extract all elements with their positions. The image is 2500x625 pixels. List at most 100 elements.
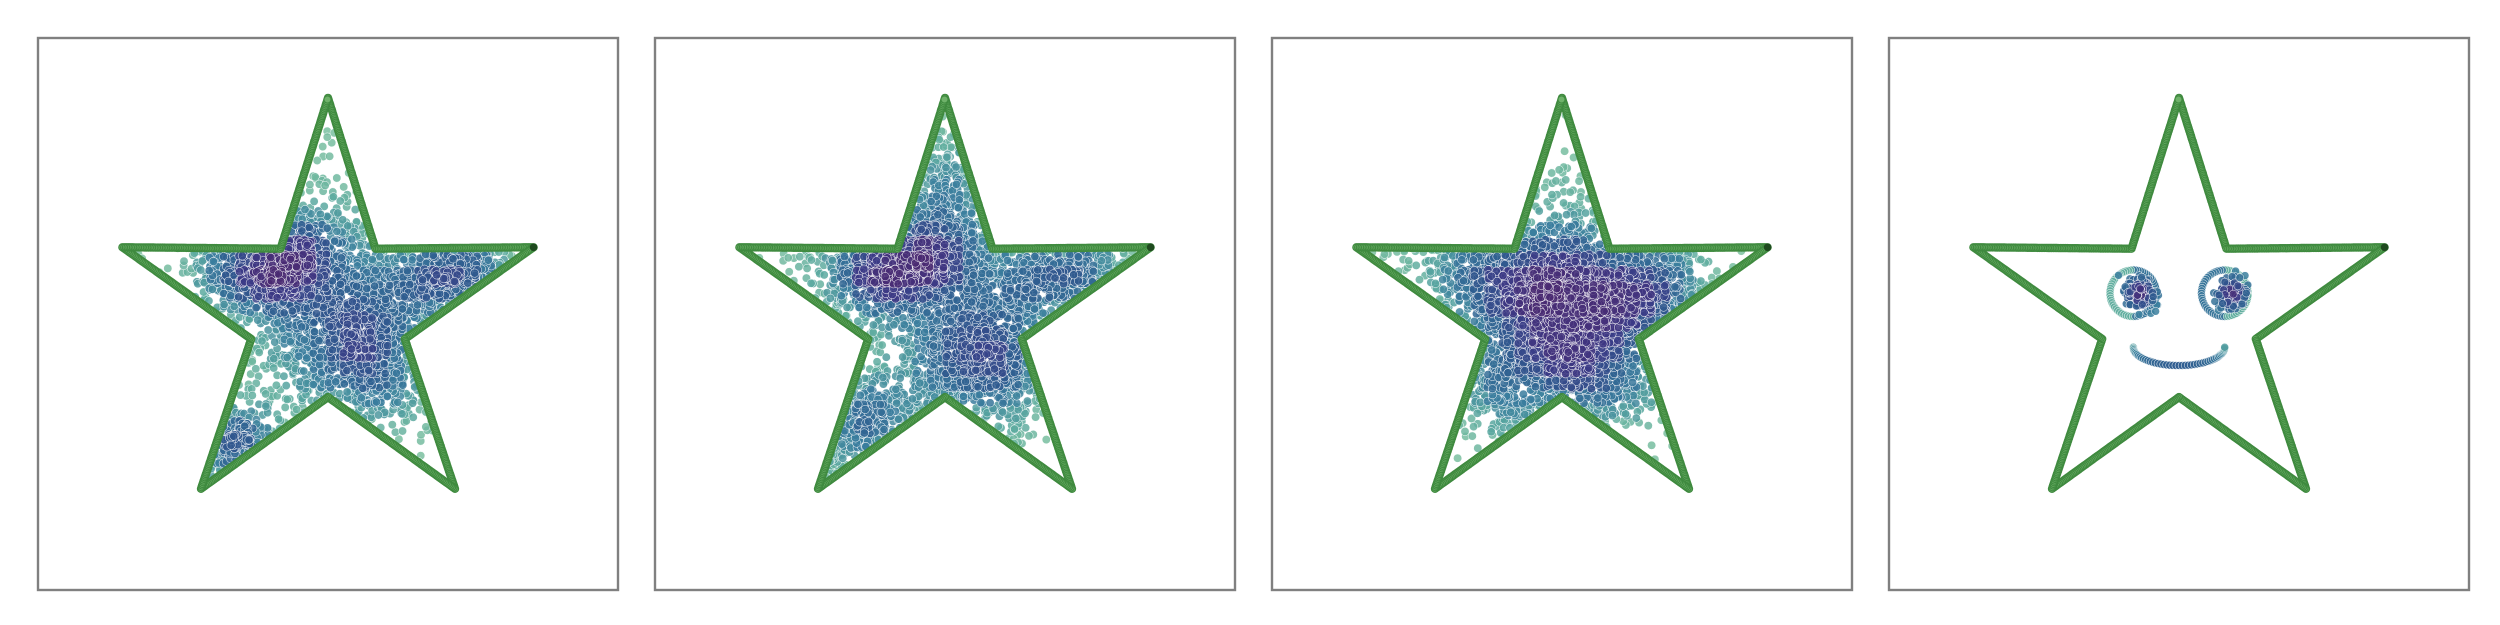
data-point — [315, 352, 325, 362]
data-point — [367, 313, 377, 323]
data-point — [332, 173, 342, 183]
data-point — [229, 431, 239, 441]
data-point — [312, 156, 322, 165]
data-point — [308, 380, 318, 389]
data-point — [383, 341, 393, 351]
data-point — [302, 240, 312, 250]
data-point — [413, 300, 423, 310]
data-point — [306, 209, 316, 219]
data-point — [397, 304, 407, 314]
data-point — [332, 226, 342, 236]
data-point — [398, 426, 407, 436]
data-point — [784, 267, 794, 277]
data-point — [449, 276, 459, 286]
data-point — [219, 252, 229, 262]
data-point — [318, 142, 328, 152]
data-point — [819, 270, 829, 280]
data-point — [794, 262, 804, 272]
data-point — [380, 369, 390, 378]
data-point — [483, 255, 493, 265]
data-point — [352, 281, 362, 291]
data-point — [366, 377, 376, 387]
data-point — [322, 132, 332, 142]
data-point — [254, 291, 264, 301]
data-point — [868, 320, 878, 330]
data-point — [338, 215, 348, 225]
data-point — [347, 297, 357, 307]
data-point — [282, 353, 292, 362]
data-point — [320, 181, 330, 190]
data-point — [382, 380, 392, 390]
data-point — [884, 331, 894, 341]
data-point — [405, 280, 415, 290]
data-point — [314, 336, 324, 346]
data-point — [197, 256, 207, 266]
data-point — [416, 430, 426, 440]
data-point — [362, 284, 372, 293]
data-point — [266, 253, 276, 263]
data-point — [302, 260, 312, 270]
data-point — [351, 271, 361, 281]
data-point — [285, 337, 295, 347]
data-point — [397, 409, 407, 419]
data-point — [335, 279, 345, 289]
data-point — [1041, 435, 1051, 445]
data-point — [306, 291, 316, 301]
data-point — [373, 410, 383, 420]
data-point — [385, 280, 395, 290]
data-point — [252, 253, 262, 263]
data-point — [802, 263, 812, 273]
data-point — [271, 380, 281, 390]
scatter-panel-2 — [653, 36, 1237, 592]
data-point — [237, 251, 247, 261]
data-point — [368, 344, 378, 354]
data-point — [300, 205, 310, 215]
data-point — [827, 256, 837, 265]
boundary-point — [323, 95, 332, 104]
data-point — [335, 196, 345, 206]
data-point — [268, 306, 278, 316]
data-point — [235, 267, 244, 277]
data-point — [838, 453, 848, 463]
data-point — [998, 407, 1008, 417]
data-point — [297, 322, 307, 332]
data-point — [806, 278, 816, 288]
data-point — [408, 412, 418, 422]
data-point — [261, 389, 271, 399]
data-point — [299, 335, 309, 345]
data-point — [291, 262, 301, 272]
scatter-panel-1 — [36, 36, 620, 592]
data-point — [330, 236, 340, 246]
data-point — [448, 254, 458, 264]
data-point — [244, 435, 254, 445]
data-point — [234, 292, 244, 302]
data-point — [251, 303, 261, 313]
data-point — [339, 182, 349, 192]
data-point — [891, 384, 901, 394]
data-point — [1010, 424, 1020, 434]
data-point — [292, 405, 302, 414]
data-point — [387, 420, 397, 430]
data-point — [325, 321, 335, 331]
points-layer-1 — [134, 103, 517, 480]
data-point — [338, 348, 348, 358]
data-point — [343, 221, 353, 231]
data-point — [1097, 256, 1106, 266]
data-point — [908, 394, 917, 404]
data-point — [842, 302, 852, 312]
data-point — [331, 377, 341, 387]
data-point — [302, 276, 312, 286]
data-point — [329, 334, 339, 344]
data-point — [272, 293, 282, 303]
data-point — [392, 368, 401, 378]
data-point — [286, 254, 295, 264]
data-point — [281, 381, 291, 391]
data-point — [247, 390, 257, 400]
data-point — [951, 162, 961, 172]
data-point — [421, 293, 431, 303]
data-point — [407, 255, 417, 265]
data-point — [257, 336, 267, 346]
data-point — [266, 276, 276, 286]
data-point — [399, 292, 409, 302]
